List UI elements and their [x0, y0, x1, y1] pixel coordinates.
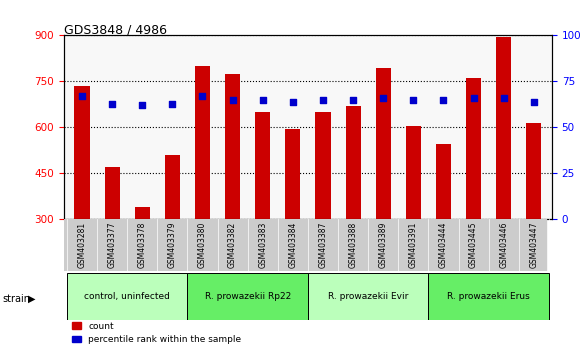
Bar: [165, 155, 180, 219]
Text: GDS3848 / 4986: GDS3848 / 4986: [64, 23, 167, 36]
Point: [469, 95, 478, 101]
Bar: [315, 112, 331, 219]
Text: R. prowazekii Evir: R. prowazekii Evir: [328, 292, 408, 301]
Text: GSM403379: GSM403379: [168, 222, 177, 268]
Text: GSM403281: GSM403281: [77, 222, 87, 268]
Text: GSM403384: GSM403384: [288, 222, 297, 268]
Point: [499, 95, 508, 101]
Point: [228, 97, 237, 103]
Bar: [67, 273, 188, 320]
Point: [168, 101, 177, 106]
Text: GSM403377: GSM403377: [107, 222, 117, 268]
Text: GSM403382: GSM403382: [228, 222, 237, 268]
Text: ▶: ▶: [28, 294, 35, 304]
Point: [198, 93, 207, 99]
Text: control, uninfected: control, uninfected: [84, 292, 170, 301]
Bar: [105, 167, 120, 219]
Bar: [285, 129, 300, 219]
Point: [349, 97, 358, 103]
Bar: [406, 126, 421, 219]
Bar: [308, 273, 428, 320]
Text: strain: strain: [3, 294, 31, 304]
Text: GSM403388: GSM403388: [349, 222, 358, 268]
Point: [318, 97, 328, 103]
Bar: [135, 207, 150, 219]
Bar: [255, 112, 270, 219]
Bar: [526, 123, 541, 219]
Point: [408, 97, 418, 103]
Text: R. prowazekii Erus: R. prowazekii Erus: [447, 292, 530, 301]
Point: [77, 93, 87, 99]
Text: GSM403389: GSM403389: [379, 222, 388, 268]
Bar: [225, 74, 240, 219]
Bar: [496, 37, 511, 219]
Legend: count, percentile rank within the sample: count, percentile rank within the sample: [69, 318, 245, 348]
Bar: [195, 66, 210, 219]
Text: GSM403391: GSM403391: [409, 222, 418, 268]
Bar: [188, 273, 308, 320]
Point: [288, 99, 297, 104]
Text: GSM403387: GSM403387: [318, 222, 328, 268]
Bar: [428, 273, 549, 320]
Bar: [466, 78, 481, 219]
Bar: [346, 106, 361, 219]
Point: [439, 97, 448, 103]
Text: R. prowazekii Rp22: R. prowazekii Rp22: [205, 292, 291, 301]
Text: GSM403383: GSM403383: [258, 222, 267, 268]
Point: [258, 97, 267, 103]
Text: GSM403447: GSM403447: [529, 222, 539, 268]
Text: GSM403444: GSM403444: [439, 222, 448, 268]
Point: [529, 99, 539, 104]
Text: GSM403380: GSM403380: [198, 222, 207, 268]
Bar: [74, 86, 89, 219]
Text: GSM403378: GSM403378: [138, 222, 147, 268]
Point: [379, 95, 388, 101]
Bar: [436, 144, 451, 219]
Point: [107, 101, 117, 106]
Point: [138, 103, 147, 108]
Text: GSM403445: GSM403445: [469, 222, 478, 268]
Bar: [376, 68, 391, 219]
Text: GSM403446: GSM403446: [499, 222, 508, 268]
